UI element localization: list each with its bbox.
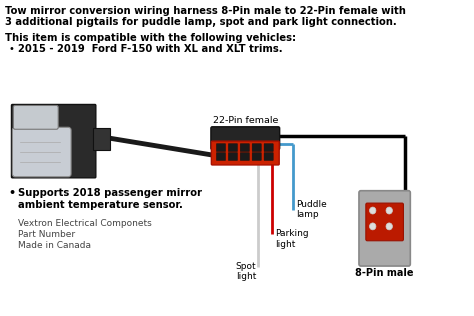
- FancyBboxPatch shape: [93, 128, 109, 150]
- Text: •: •: [9, 188, 16, 198]
- FancyBboxPatch shape: [228, 153, 237, 161]
- Text: Supports 2018 passenger mirror: Supports 2018 passenger mirror: [18, 188, 202, 198]
- Text: 22-Pin female: 22-Pin female: [213, 116, 278, 125]
- FancyBboxPatch shape: [13, 106, 58, 129]
- Text: Puddle
lamp: Puddle lamp: [297, 200, 328, 219]
- FancyBboxPatch shape: [252, 153, 261, 161]
- FancyBboxPatch shape: [211, 127, 280, 149]
- FancyBboxPatch shape: [211, 141, 279, 165]
- Text: •: •: [9, 44, 15, 54]
- Circle shape: [386, 223, 392, 230]
- Circle shape: [386, 207, 392, 214]
- FancyBboxPatch shape: [359, 191, 410, 266]
- Text: This item is compatible with the following vehicles:: This item is compatible with the followi…: [5, 33, 296, 43]
- FancyBboxPatch shape: [228, 144, 237, 152]
- Text: Made in Canada: Made in Canada: [18, 241, 91, 250]
- FancyBboxPatch shape: [240, 153, 249, 161]
- FancyBboxPatch shape: [240, 144, 249, 152]
- FancyBboxPatch shape: [252, 144, 261, 152]
- Text: Parking
light: Parking light: [275, 229, 309, 249]
- Text: Spot
light: Spot light: [236, 262, 256, 282]
- Text: ambient temperature sensor.: ambient temperature sensor.: [18, 200, 183, 210]
- Text: Vextron Electrical Componets: Vextron Electrical Componets: [18, 219, 152, 228]
- FancyBboxPatch shape: [264, 153, 273, 161]
- FancyBboxPatch shape: [264, 144, 273, 152]
- Text: 8-Pin male: 8-Pin male: [356, 268, 414, 278]
- Circle shape: [370, 207, 376, 214]
- FancyBboxPatch shape: [12, 127, 71, 177]
- FancyBboxPatch shape: [217, 144, 226, 152]
- Text: Part Number: Part Number: [18, 230, 75, 239]
- FancyBboxPatch shape: [366, 203, 403, 241]
- FancyBboxPatch shape: [11, 105, 96, 178]
- FancyBboxPatch shape: [217, 153, 226, 161]
- Text: 3 additional pigtails for puddle lamp, spot and park light connection.: 3 additional pigtails for puddle lamp, s…: [5, 17, 397, 27]
- Text: Tow mirror conversion wiring harness 8-Pin male to 22-Pin female with: Tow mirror conversion wiring harness 8-P…: [5, 6, 406, 16]
- Circle shape: [370, 223, 376, 230]
- Text: 2015 - 2019  Ford F-150 with XL and XLT trims.: 2015 - 2019 Ford F-150 with XL and XLT t…: [18, 44, 283, 54]
